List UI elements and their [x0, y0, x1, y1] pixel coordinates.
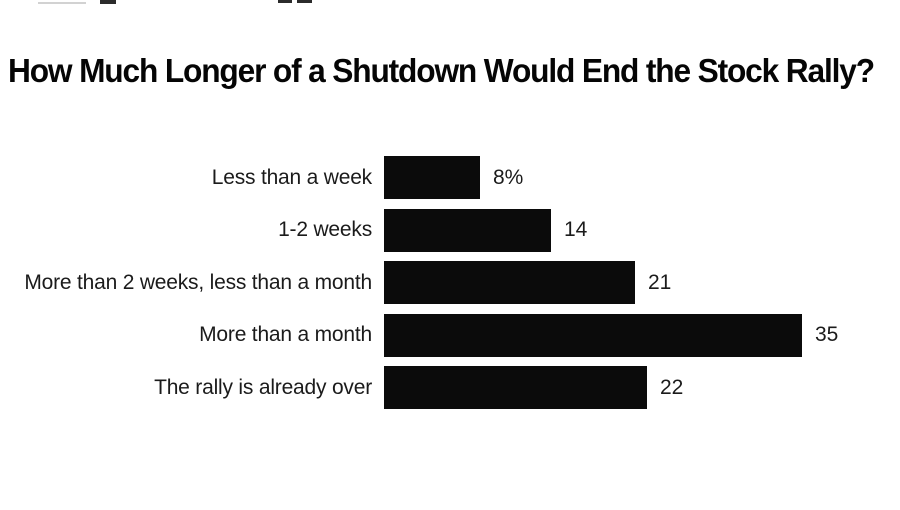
- cropped-text-fragment: [38, 2, 86, 4]
- bar-row: More than 2 weeks, less than a month 21: [0, 261, 900, 305]
- value-label: 14: [564, 218, 588, 242]
- cropped-text-fragment: [278, 0, 292, 3]
- bar-row: Less than a week 8%: [0, 156, 900, 199]
- chart-title: How Much Longer of a Shutdown Would End …: [8, 52, 875, 89]
- cropped-text-fragment: [297, 0, 312, 3]
- value-label: 22: [660, 375, 684, 399]
- bar: [384, 366, 647, 410]
- bar: [384, 208, 551, 252]
- bar: [384, 261, 635, 305]
- category-label: The rally is already over: [154, 375, 372, 399]
- bar-row: The rally is already over 22: [0, 366, 900, 410]
- bar: [384, 313, 802, 357]
- bar-row: 1-2 weeks 14: [0, 208, 900, 252]
- value-label: 8%: [493, 165, 524, 189]
- category-label: Less than a week: [211, 165, 372, 189]
- value-label: 35: [815, 323, 839, 347]
- category-label: More than a month: [199, 323, 372, 347]
- category-label: More than 2 weeks, less than a month: [24, 270, 372, 294]
- value-label: 21: [648, 270, 672, 294]
- cropped-text-fragment: [100, 0, 116, 4]
- bar-row: More than a month 35: [0, 313, 900, 357]
- bar: [384, 156, 480, 199]
- category-label: 1-2 weeks: [278, 218, 372, 242]
- bar-chart: Less than a week 8% 1-2 weeks 14 More th…: [0, 156, 900, 419]
